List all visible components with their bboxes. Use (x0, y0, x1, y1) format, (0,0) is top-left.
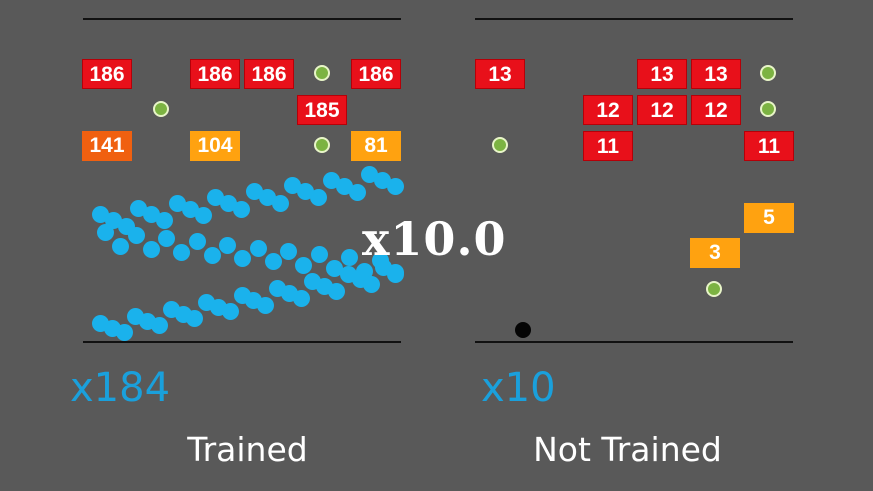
ball (387, 264, 404, 281)
panel-caption: Trained (187, 430, 308, 469)
brick: 81 (351, 131, 401, 161)
ball (328, 282, 345, 300)
ball (194, 206, 212, 224)
extra-ball-pickup (706, 281, 722, 297)
brick: 13 (691, 59, 741, 89)
ball (271, 195, 289, 213)
ball (284, 177, 302, 195)
ball (130, 200, 148, 218)
ball (257, 296, 275, 314)
ball (168, 194, 186, 212)
ball (156, 212, 174, 230)
ball (341, 249, 359, 267)
ball (219, 236, 237, 254)
ball (348, 183, 366, 201)
brick: 12 (583, 95, 633, 125)
ball (112, 237, 130, 255)
ball (142, 240, 160, 258)
ball (295, 256, 313, 274)
brick: 13 (637, 59, 687, 89)
ball (335, 177, 353, 195)
ball (245, 183, 263, 201)
ball (220, 194, 238, 212)
brick: 186 (82, 59, 132, 89)
launcher-ball (515, 322, 531, 338)
extra-ball-pickup (314, 65, 330, 81)
ball (297, 183, 315, 201)
extra-ball-pickup (760, 65, 776, 81)
right-floor-line (475, 341, 793, 343)
ball (173, 243, 191, 261)
brick: 5 (744, 203, 794, 233)
ball (310, 189, 328, 207)
ball (374, 171, 392, 189)
brick: 185 (297, 95, 347, 125)
ball-count: x10 (481, 365, 556, 411)
ball (325, 259, 343, 277)
ball (203, 247, 221, 265)
ball (151, 317, 168, 335)
brick: 186 (190, 59, 240, 89)
ball (387, 178, 404, 195)
ball (234, 250, 252, 268)
ball (363, 275, 381, 293)
left-top-wall (83, 18, 401, 20)
ball (280, 242, 298, 260)
ball (233, 200, 251, 218)
brick: 186 (351, 59, 401, 89)
ball (310, 246, 328, 264)
brick: 186 (244, 59, 294, 89)
panel-caption: Not Trained (533, 430, 722, 469)
ball (186, 310, 204, 328)
ball (264, 253, 282, 271)
brick: 11 (583, 131, 633, 161)
ball (143, 206, 161, 224)
ball (158, 230, 176, 248)
right-top-wall (475, 18, 793, 20)
left-floor-line (83, 341, 401, 343)
ball (258, 189, 276, 207)
ball (221, 303, 239, 321)
ball (188, 233, 206, 251)
speed-multiplier: x10.0 (362, 212, 507, 266)
ball-count: x184 (70, 365, 171, 411)
ball (115, 324, 133, 342)
ball (127, 227, 145, 245)
ball (92, 206, 109, 223)
extra-ball-pickup (153, 101, 169, 117)
ball (292, 289, 310, 307)
brick: 141 (82, 131, 132, 161)
ball (322, 171, 340, 189)
extra-ball-pickup (760, 101, 776, 117)
brick: 3 (690, 238, 740, 268)
extra-ball-pickup (314, 137, 330, 153)
brick: 13 (475, 59, 525, 89)
brick: 12 (691, 95, 741, 125)
brick: 12 (637, 95, 687, 125)
extra-ball-pickup (492, 137, 508, 153)
ball (181, 200, 199, 218)
ball (97, 224, 114, 241)
ball (361, 165, 379, 183)
ball (249, 239, 267, 257)
brick: 104 (190, 131, 240, 161)
brick: 11 (744, 131, 794, 161)
ball (207, 188, 225, 206)
